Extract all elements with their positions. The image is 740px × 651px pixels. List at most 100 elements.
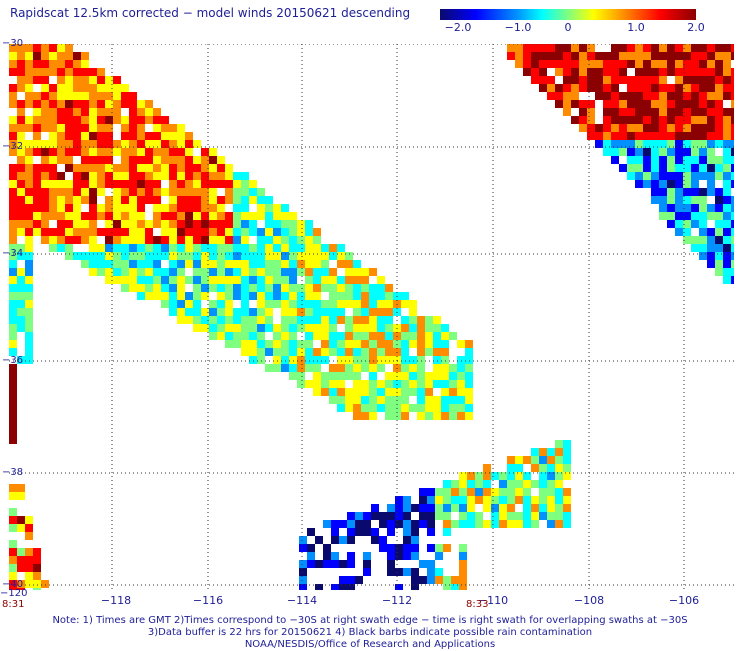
wind-cell <box>113 140 121 148</box>
wind-cell <box>643 164 651 172</box>
wind-cell <box>433 404 441 412</box>
wind-cell <box>731 204 734 212</box>
wind-cell <box>249 332 257 340</box>
wind-cell <box>25 244 33 252</box>
wind-cell <box>177 156 185 164</box>
wind-cell <box>57 140 65 148</box>
wind-cell <box>563 76 571 84</box>
wind-cell <box>193 244 201 252</box>
wind-cell <box>675 140 683 148</box>
wind-cell <box>331 520 339 528</box>
wind-cell <box>297 284 305 292</box>
wind-cell <box>17 156 25 164</box>
wind-cell <box>491 504 499 512</box>
wind-cell <box>635 76 643 84</box>
wind-cell <box>355 512 363 520</box>
wind-cell <box>145 108 153 116</box>
wind-cell <box>9 148 17 156</box>
wind-cell <box>627 132 635 140</box>
wind-cell <box>329 388 337 396</box>
wind-cell <box>121 140 129 148</box>
wind-cell <box>699 196 707 204</box>
wind-cell <box>465 356 473 364</box>
wind-cell <box>467 520 475 528</box>
wind-cell <box>667 156 675 164</box>
wind-cell <box>547 480 555 488</box>
wind-cell <box>723 276 731 284</box>
wind-cell <box>643 44 651 52</box>
wind-cell <box>691 156 699 164</box>
wind-cell <box>113 172 121 180</box>
wind-cell <box>723 212 731 220</box>
wind-cell <box>89 156 97 164</box>
wind-cell <box>33 132 41 140</box>
wind-cell <box>201 204 209 212</box>
wind-cell <box>169 284 177 292</box>
wind-cell <box>377 284 385 292</box>
wind-cell <box>483 480 491 488</box>
wind-cell <box>185 220 193 228</box>
wind-cell <box>89 116 97 124</box>
wind-cell <box>579 108 587 116</box>
wind-cell <box>409 364 417 372</box>
lat-label: −30 <box>2 38 24 49</box>
wind-cell <box>113 196 121 204</box>
wind-cell <box>723 148 731 156</box>
wind-cell <box>499 488 507 496</box>
wind-cell <box>145 188 153 196</box>
wind-cell <box>715 116 723 124</box>
wind-cell <box>257 324 265 332</box>
wind-cell <box>425 340 433 348</box>
wind-cell <box>467 512 475 520</box>
wind-cell <box>433 412 441 420</box>
lon-label: −110 <box>477 594 509 607</box>
wind-cell <box>683 100 691 108</box>
wind-cell <box>169 196 177 204</box>
wind-cell <box>675 220 683 228</box>
wind-cell <box>619 132 627 140</box>
wind-cell <box>25 340 33 348</box>
wind-cell <box>9 420 17 428</box>
wind-cell <box>33 180 41 188</box>
wind-cell <box>579 60 587 68</box>
wind-cell <box>105 180 113 188</box>
wind-cell <box>611 140 619 148</box>
wind-cell <box>17 164 25 172</box>
colorbar-tick: 1.0 <box>627 21 645 34</box>
wind-cell <box>233 340 241 348</box>
wind-cell <box>217 172 225 180</box>
wind-cell <box>225 188 233 196</box>
wind-cell <box>65 252 73 260</box>
wind-cell <box>683 52 691 60</box>
wind-cell <box>715 204 723 212</box>
wind-cell <box>57 180 65 188</box>
wind-cell <box>627 116 635 124</box>
wind-cell <box>105 212 113 220</box>
wind-cell <box>611 92 619 100</box>
wind-cell <box>9 516 17 524</box>
wind-cell <box>209 212 217 220</box>
wind-cell <box>65 60 73 68</box>
wind-cell <box>363 560 371 568</box>
wind-cell <box>257 252 265 260</box>
wind-cell <box>683 164 691 172</box>
wind-cell <box>345 252 353 260</box>
wind-cell <box>241 244 249 252</box>
wind-cell <box>289 252 297 260</box>
wind-cell <box>691 44 699 52</box>
wind-cell <box>377 380 385 388</box>
wind-cell <box>603 148 611 156</box>
wind-cell <box>9 236 17 244</box>
wind-cell <box>507 456 515 464</box>
wind-cell <box>129 164 137 172</box>
wind-cell <box>579 52 587 60</box>
wind-cell <box>299 544 307 552</box>
wind-cell <box>97 244 105 252</box>
wind-cell <box>387 560 395 568</box>
wind-cell <box>563 60 571 68</box>
wind-cell <box>361 276 369 284</box>
wind-cell <box>105 116 113 124</box>
wind-cell <box>675 76 683 84</box>
wind-cell <box>297 260 305 268</box>
wind-cell <box>57 148 65 156</box>
